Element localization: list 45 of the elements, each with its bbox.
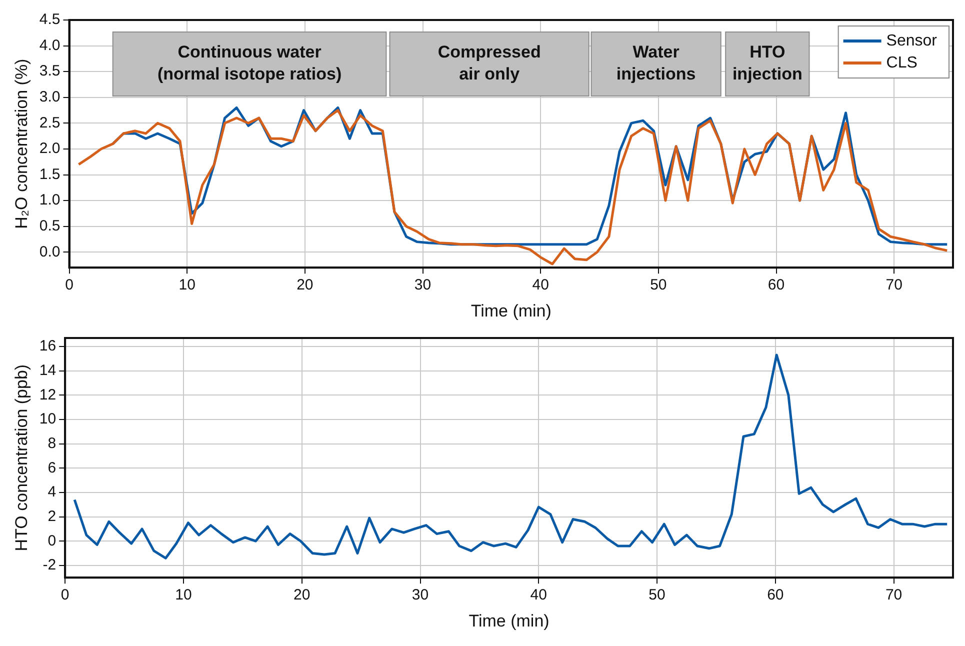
y-tick-label: 10 (39, 410, 56, 428)
x-tick-label: 20 (294, 586, 310, 604)
y-tick-label: 4.0 (39, 36, 60, 54)
x-tick-label: 40 (530, 586, 547, 604)
band-label: Water injections (616, 42, 696, 84)
x-tick-label: 50 (650, 276, 667, 294)
y-tick-label: 3.0 (39, 88, 60, 106)
y-tick-label: 2 (48, 508, 56, 525)
x-tick-label: 0 (65, 276, 74, 294)
x-tick-label: 20 (296, 276, 314, 294)
y-tick-label: 14 (39, 362, 56, 379)
x-axis-title: Time (min) (468, 611, 550, 630)
y-tick-label: 0 (48, 532, 56, 550)
y-tick-label: 4 (48, 484, 56, 501)
x-tick-label: 70 (886, 276, 902, 294)
y-tick-label: 0.0 (39, 243, 60, 260)
y-tick-label: 2.5 (39, 114, 60, 132)
y-tick-label: 8 (48, 434, 56, 452)
y-tick-label: 1.0 (39, 192, 60, 209)
y-tick-label: 1.5 (39, 166, 60, 183)
y-axis-title: H₂O concentration (%) (12, 58, 31, 229)
y-tick-label: 6 (48, 459, 56, 476)
x-tick-label: 60 (767, 586, 784, 604)
y-tick-label: 3.5 (39, 62, 60, 80)
band-label: Continuous water (normal isotope ratios) (157, 42, 342, 84)
x-tick-label: 50 (648, 586, 666, 604)
band-label: HTO injection (732, 42, 802, 84)
x-tick-label: 30 (414, 276, 432, 294)
x-tick-label: 40 (532, 276, 549, 294)
x-axis-title: Time (min) (470, 301, 552, 320)
y-tick-label: 4.5 (39, 11, 60, 28)
legend-label: Sensor (886, 32, 938, 50)
x-tick-label: 10 (178, 276, 196, 294)
x-tick-label: 10 (175, 586, 192, 604)
x-tick-label: 70 (885, 586, 902, 604)
y-tick-label: 12 (39, 386, 56, 404)
y-tick-label: 2.0 (39, 140, 60, 158)
legend-label: CLS (886, 54, 918, 72)
x-tick-label: 60 (768, 276, 785, 294)
band-label: Compressed air only (438, 42, 541, 84)
x-tick-label: 30 (412, 586, 429, 604)
y-axis-title: HTO concentration (ppb) (12, 364, 31, 552)
y-tick-label: 16 (39, 338, 56, 355)
y-tick-label: -2 (42, 556, 56, 574)
y-tick-label: 0.5 (39, 217, 60, 234)
